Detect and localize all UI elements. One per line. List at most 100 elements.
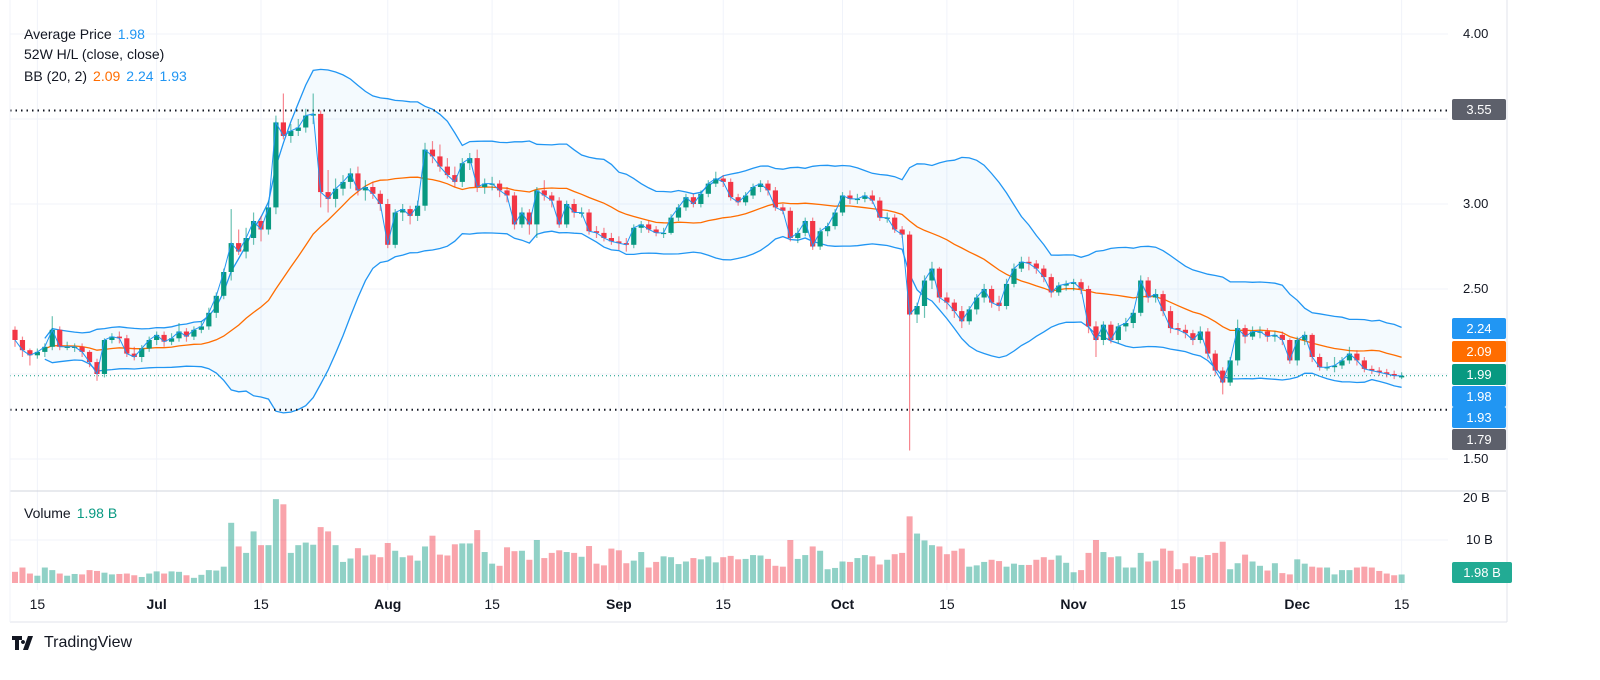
candle bbox=[959, 306, 965, 329]
volume-bar bbox=[615, 550, 622, 583]
volume-bar bbox=[325, 531, 332, 583]
candle-body bbox=[228, 243, 234, 272]
time-tick: 15 bbox=[1393, 596, 1410, 612]
volume-bar bbox=[235, 546, 242, 583]
volume-bar bbox=[190, 577, 197, 583]
candle-body bbox=[198, 326, 204, 330]
candle bbox=[1257, 326, 1263, 339]
candle bbox=[549, 192, 555, 208]
volume-bar bbox=[735, 559, 742, 583]
candle bbox=[601, 227, 607, 242]
volume-bar bbox=[1160, 548, 1167, 583]
candle-body bbox=[1287, 340, 1293, 361]
volume-tick: 20 B bbox=[1463, 490, 1490, 505]
candle bbox=[1339, 357, 1345, 369]
volume-bar bbox=[571, 552, 578, 583]
candle-body bbox=[1018, 261, 1025, 269]
volume-bar bbox=[64, 575, 71, 583]
candle bbox=[929, 261, 935, 289]
volume-bar bbox=[779, 566, 786, 583]
volume-bar bbox=[787, 540, 794, 583]
candle-body bbox=[601, 232, 607, 238]
candle-body bbox=[1205, 331, 1211, 354]
volume-bar bbox=[1361, 566, 1368, 583]
volume-bar bbox=[1301, 563, 1308, 583]
candle-body bbox=[273, 122, 279, 208]
candle bbox=[340, 175, 346, 196]
candle-body bbox=[653, 229, 659, 233]
candle-body bbox=[1182, 329, 1189, 334]
candle bbox=[921, 275, 928, 318]
candle bbox=[1302, 331, 1308, 346]
candle-body bbox=[1354, 353, 1360, 361]
legend-volume-value: 1.98 B bbox=[76, 505, 118, 521]
candle bbox=[12, 326, 18, 347]
volume-bar bbox=[1100, 552, 1107, 583]
volume-bar bbox=[1294, 559, 1301, 583]
candle bbox=[496, 180, 503, 198]
legend-label: Average Price bbox=[24, 26, 112, 42]
candle bbox=[1175, 323, 1181, 335]
volume-bar bbox=[340, 561, 347, 583]
candle-body bbox=[295, 127, 301, 131]
candle bbox=[474, 149, 480, 193]
candle bbox=[392, 209, 398, 249]
volume-bar bbox=[578, 556, 585, 583]
candle-body bbox=[757, 183, 764, 187]
candle-body bbox=[586, 212, 592, 232]
volume-bar bbox=[869, 556, 876, 583]
candle-body bbox=[1167, 311, 1174, 329]
candle-body bbox=[459, 163, 465, 182]
volume-bar bbox=[1219, 541, 1226, 583]
volume-bar bbox=[958, 548, 965, 583]
volume-bar bbox=[1063, 562, 1070, 583]
candle-body bbox=[1033, 263, 1039, 269]
candle bbox=[131, 346, 137, 361]
candle bbox=[1145, 277, 1151, 303]
candle bbox=[646, 221, 652, 233]
candle-body bbox=[1346, 353, 1353, 361]
candle-body bbox=[1085, 289, 1092, 327]
volume-bar bbox=[1234, 563, 1241, 583]
volume-bar bbox=[802, 555, 809, 583]
volume-bar bbox=[586, 546, 593, 583]
volume-bar bbox=[272, 499, 279, 583]
candle bbox=[243, 227, 249, 259]
candle-body bbox=[243, 238, 249, 252]
candle-body bbox=[1302, 334, 1308, 340]
time-tick: 15 bbox=[484, 596, 500, 612]
volume-bar bbox=[332, 545, 339, 583]
candle bbox=[191, 326, 197, 340]
candle-body bbox=[250, 221, 257, 238]
candle-body bbox=[116, 336, 122, 339]
volume-bar bbox=[347, 558, 354, 583]
volume-bar bbox=[481, 552, 488, 583]
candle bbox=[429, 141, 436, 164]
candle bbox=[370, 181, 376, 199]
volume-bar bbox=[414, 560, 421, 583]
candle bbox=[534, 187, 540, 238]
candle bbox=[951, 299, 957, 318]
volume-bar bbox=[593, 563, 600, 583]
candle-body bbox=[675, 207, 682, 218]
candle bbox=[541, 180, 547, 201]
candle-body bbox=[780, 207, 786, 211]
volume-bar bbox=[12, 571, 18, 583]
candle-body bbox=[1041, 268, 1047, 278]
candle bbox=[303, 108, 309, 133]
volume-bar bbox=[817, 550, 824, 583]
tradingview-logo[interactable]: TradingView bbox=[12, 634, 132, 652]
candle bbox=[996, 295, 1002, 312]
candle bbox=[482, 178, 488, 194]
volume-bar bbox=[623, 563, 630, 583]
candle-body bbox=[1242, 328, 1248, 337]
volume-bar bbox=[824, 569, 831, 583]
candle-body bbox=[929, 268, 935, 281]
candle bbox=[1220, 367, 1226, 395]
candle-body bbox=[936, 268, 943, 298]
candle bbox=[519, 207, 525, 228]
candle bbox=[981, 283, 987, 303]
volume-bar bbox=[891, 554, 898, 583]
time-tick: Sep bbox=[606, 596, 632, 612]
